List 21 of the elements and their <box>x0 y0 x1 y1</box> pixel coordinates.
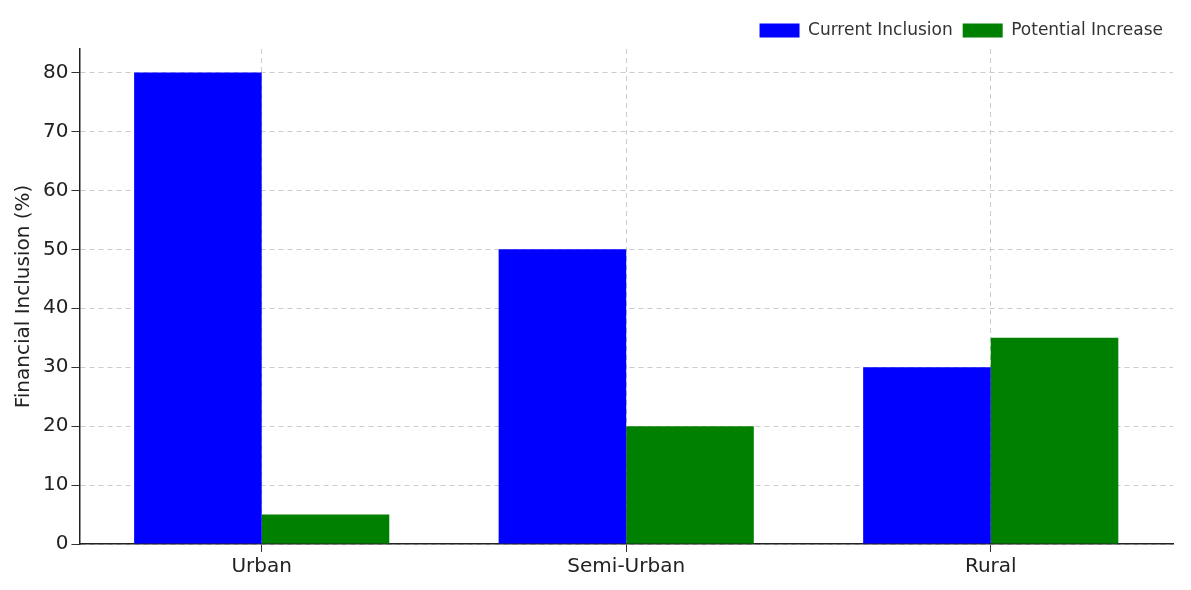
bar <box>498 249 627 544</box>
x-tick-label: Urban <box>231 553 292 578</box>
legend-label: Current Inclusion <box>808 18 953 39</box>
x-tick-label: Rural <box>964 553 1017 578</box>
y-tick-label: 70 <box>43 117 69 142</box>
bar <box>134 72 262 544</box>
y-tick-label: 50 <box>43 235 69 260</box>
bar <box>863 367 991 544</box>
y-tick-label: 10 <box>43 471 69 496</box>
y-tick-label: 30 <box>43 353 69 378</box>
x-tick-label: Semi-Urban <box>567 553 686 578</box>
y-axis-title: Financial Inclusion (%) <box>10 184 35 409</box>
bar <box>626 426 754 544</box>
y-tick-label: 0 <box>55 530 69 555</box>
y-tick-label: 20 <box>43 412 69 437</box>
legend-label: Potential Increase <box>1011 18 1164 39</box>
bar <box>261 514 390 544</box>
y-tick-label: 60 <box>43 176 69 201</box>
y-tick-label: 40 <box>43 294 69 319</box>
bar <box>990 337 1119 544</box>
y-tick-label: 80 <box>43 58 69 83</box>
